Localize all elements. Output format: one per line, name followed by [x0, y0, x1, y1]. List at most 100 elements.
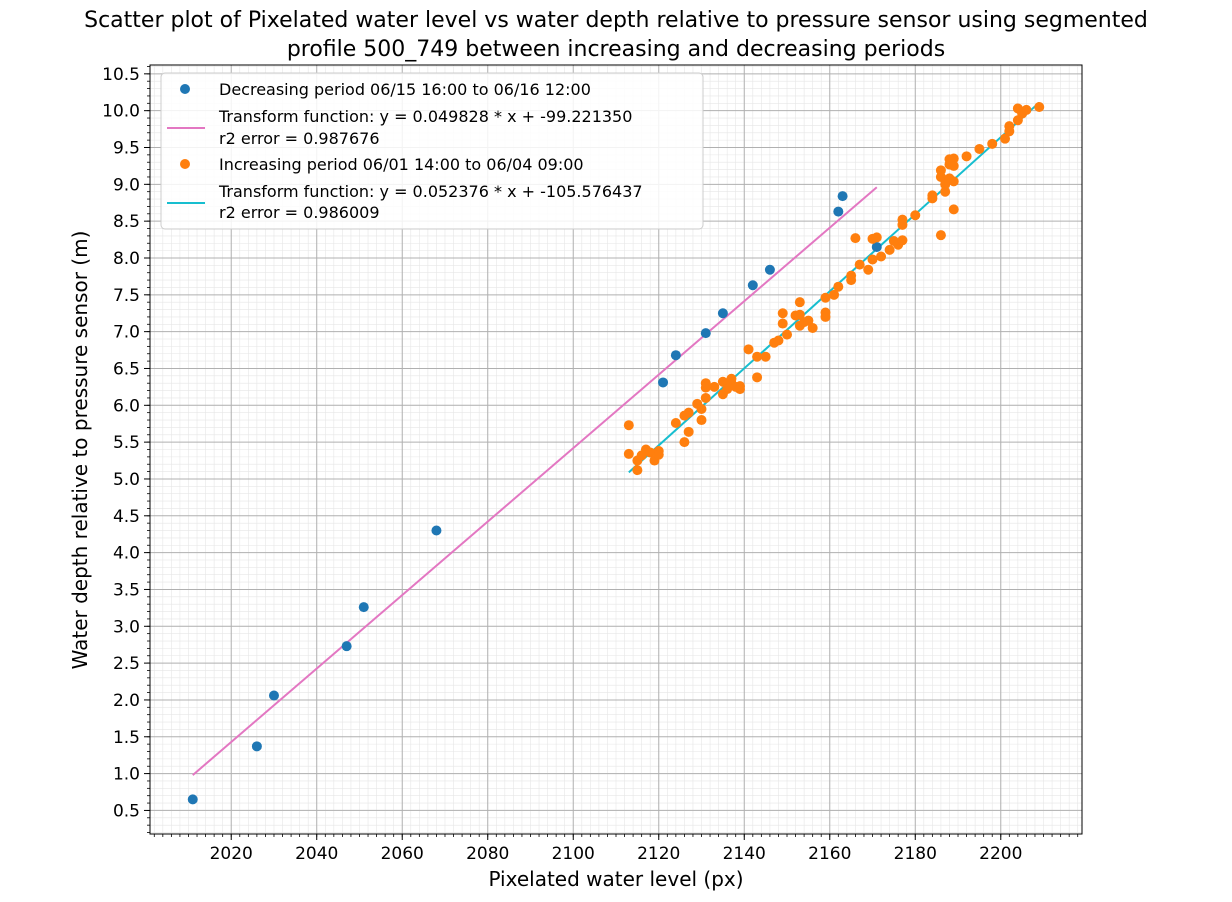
data-point	[820, 292, 831, 303]
y-tick-label: 10.5	[102, 65, 140, 85]
data-point	[1004, 126, 1015, 137]
y-tick-label: 6.0	[113, 396, 140, 416]
chart-title: Scatter plot of Pixelated water level vs…	[84, 8, 1148, 33]
legend-marker-decreasing	[180, 84, 190, 94]
data-point	[876, 251, 887, 262]
data-point	[948, 176, 959, 187]
x-tick-label: 2120	[637, 844, 680, 864]
data-point	[961, 151, 972, 162]
data-point	[658, 377, 669, 388]
x-tick-label: 2020	[210, 844, 253, 864]
data-point	[897, 235, 908, 246]
data-point	[683, 426, 694, 437]
data-point	[726, 373, 737, 384]
y-tick-label: 7.0	[113, 323, 140, 343]
data-point	[833, 281, 844, 292]
x-tick-label: 2180	[894, 844, 937, 864]
data-point	[773, 335, 784, 346]
y-axis-label: Water depth relative to pressure sensor …	[68, 231, 92, 670]
data-point	[829, 289, 840, 300]
data-point	[884, 244, 895, 255]
data-point	[683, 407, 694, 418]
data-point	[948, 153, 959, 164]
y-tick-label: 3.5	[113, 580, 140, 600]
data-point	[743, 344, 754, 355]
data-point	[752, 351, 763, 362]
x-tick-label: 2200	[979, 844, 1022, 864]
data-point	[696, 403, 707, 414]
y-tick-label: 9.5	[113, 138, 140, 158]
data-point	[948, 204, 959, 215]
data-point	[700, 392, 711, 403]
y-tick-label: 2.0	[113, 691, 140, 711]
data-point	[794, 297, 805, 308]
data-point	[833, 206, 844, 217]
data-point	[760, 351, 771, 362]
x-axis: 2020 2040 2060 2080 2100 2120 2140 2160 2180 2200	[153, 834, 1079, 864]
data-point	[717, 308, 728, 319]
y-tick-label: 4.5	[113, 507, 140, 527]
series-layer	[187, 101, 1045, 805]
y-tick-label: 8.5	[113, 212, 140, 232]
data-point	[251, 741, 262, 752]
y-tick-label: 6.5	[113, 359, 140, 379]
data-point	[807, 322, 818, 333]
data-point	[974, 143, 985, 154]
data-point	[897, 214, 908, 225]
y-tick-label: 9.0	[113, 175, 140, 195]
data-point	[700, 378, 711, 389]
x-tick-label: 2080	[466, 844, 509, 864]
legend-label-decreasing: Decreasing period 06/15 16:00 to 06/16 1…	[219, 80, 591, 99]
data-point	[623, 420, 634, 431]
data-point	[632, 465, 643, 476]
legend-label-increasing: Increasing period 06/01 14:00 to 06/04 0…	[219, 155, 584, 174]
data-point	[747, 280, 758, 291]
data-point	[867, 254, 878, 265]
data-point	[935, 230, 946, 241]
data-point	[854, 259, 865, 270]
data-point	[935, 171, 946, 182]
plot-area: 2020 2040 2060 2080 2100 2120 2140 2160 2180 2200…	[102, 64, 1083, 864]
data-point	[341, 641, 352, 652]
data-point	[734, 384, 745, 395]
data-point	[782, 329, 793, 340]
data-point	[910, 210, 921, 221]
y-tick-label: 3.0	[113, 617, 140, 637]
data-point	[871, 241, 882, 252]
legend-label-transform-increasing-r2: r2 error = 0.986009	[219, 203, 380, 222]
data-point	[670, 350, 681, 361]
data-point	[871, 232, 882, 243]
data-point	[187, 794, 198, 805]
data-point	[850, 233, 861, 244]
y-tick-label: 7.5	[113, 286, 140, 306]
y-tick-label: 2.5	[113, 654, 140, 674]
y-tick-label: 5.0	[113, 470, 140, 490]
x-axis-label: Pixelated water level (px)	[488, 867, 743, 891]
data-point	[777, 308, 788, 319]
y-tick-label: 5.5	[113, 433, 140, 453]
data-point	[268, 690, 279, 701]
data-point	[863, 264, 874, 275]
data-point	[948, 160, 959, 171]
legend-label-transform-increasing: Transform function: y = 0.052376 * x + -…	[218, 182, 643, 201]
chart-title-line2: profile 500_749 between increasing and d…	[287, 37, 945, 62]
data-point	[1021, 104, 1032, 115]
data-point	[927, 190, 938, 201]
data-point	[358, 602, 369, 613]
data-point	[700, 328, 711, 339]
series-2	[623, 101, 1045, 476]
x-tick-label: 2060	[381, 844, 424, 864]
data-point	[777, 318, 788, 329]
x-tick-label: 2100	[552, 844, 595, 864]
y-tick-label: 1.0	[113, 765, 140, 785]
data-point	[670, 417, 681, 428]
legend-label-transform-decreasing: Transform function: y = 0.049828 * x + -…	[218, 107, 632, 126]
y-tick-label: 10.0	[102, 102, 140, 122]
x-tick-label: 2140	[723, 844, 766, 864]
data-point	[846, 270, 857, 281]
data-point	[717, 376, 728, 387]
data-point	[623, 448, 634, 459]
transform-function-line	[192, 186, 878, 776]
data-point	[794, 309, 805, 320]
